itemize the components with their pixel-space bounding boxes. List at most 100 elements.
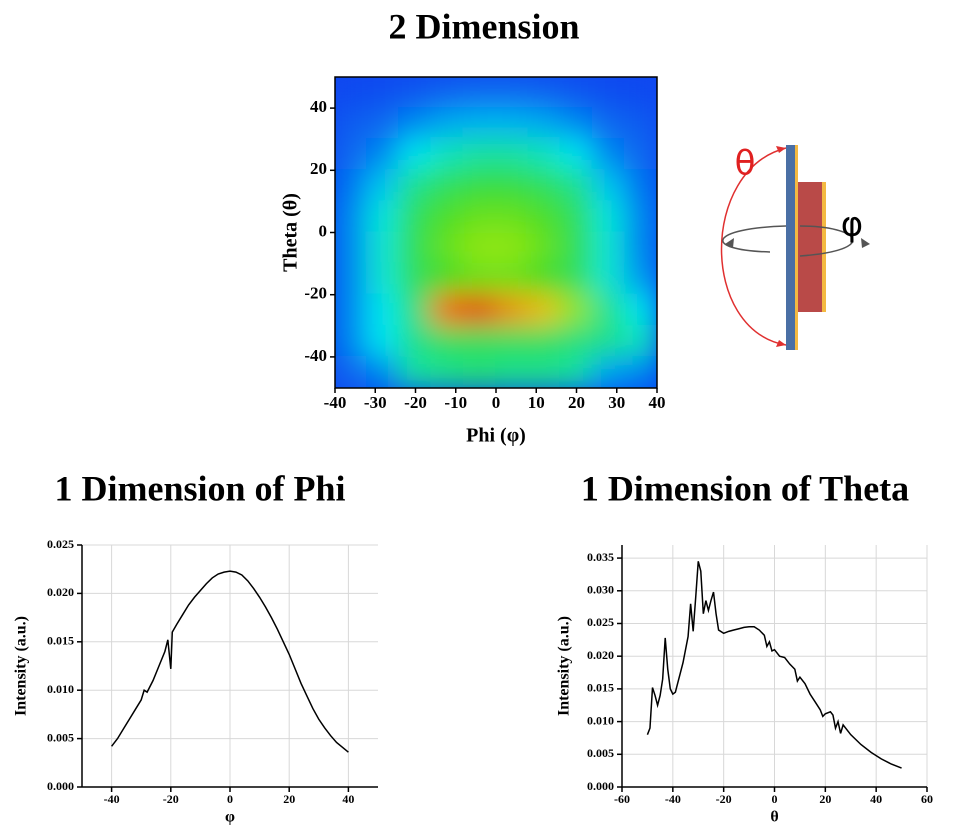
y-tick-label: 0.000	[47, 779, 74, 793]
heatmap-cell	[366, 293, 401, 327]
line-series	[646, 561, 902, 769]
heatmap-cell	[527, 77, 562, 110]
heatmap-cell	[430, 169, 465, 203]
heatmap-cells	[335, 77, 657, 388]
x-axis-label: θ	[770, 809, 778, 826]
heatmap-cell	[495, 231, 530, 265]
heatmap-cell	[495, 77, 530, 110]
x-tick-label: 0	[227, 792, 233, 806]
x-tick-label: 20	[283, 792, 295, 806]
heatmap-cell	[366, 262, 401, 296]
y-axis-label: Theta (θ)	[280, 193, 302, 272]
y-tick-label: 0.000	[587, 779, 614, 793]
heatmap-cell	[559, 138, 594, 172]
heatmap-cell	[591, 324, 626, 358]
heatmap-cell	[623, 324, 657, 358]
y-tick-label: 0.025	[47, 537, 74, 551]
x-tick-label: -30	[364, 393, 387, 412]
heatmap-cell	[591, 231, 626, 265]
heatmap-cell	[623, 138, 657, 172]
x-tick-label: 40	[870, 792, 882, 806]
heatmap-cell	[366, 324, 401, 358]
heatmap-cell	[623, 355, 657, 388]
heatmap-cell	[398, 169, 433, 203]
heatmap-cell	[335, 355, 369, 388]
heatmap-cell	[366, 138, 401, 172]
heatmap-cell	[527, 200, 562, 234]
y-tick-label: -40	[304, 346, 327, 365]
heatmap-cell	[430, 138, 465, 172]
y-tick-label: 0.020	[47, 585, 74, 599]
x-tick-label: -20	[716, 792, 732, 806]
y-tick-label: 0.035	[587, 550, 614, 564]
x-tick-label: 30	[608, 393, 625, 412]
x-tick-label: -10	[444, 393, 467, 412]
heatmap-cell	[398, 262, 433, 296]
heatmap-cell	[623, 262, 657, 296]
heatmap-cell	[398, 77, 433, 110]
heatmap-cell	[591, 169, 626, 203]
heatmap-cell	[527, 262, 562, 296]
heatmap-cell	[430, 231, 465, 265]
heatmap-cell	[527, 324, 562, 358]
heatmap-cell	[462, 107, 497, 141]
heatmap-cell	[462, 169, 497, 203]
heatmap-cell	[430, 200, 465, 234]
y-tick-label: 0.015	[47, 634, 74, 648]
x-tick-label: 40	[649, 393, 666, 412]
y-tick-label: 0.025	[587, 615, 614, 629]
heatmap-cell	[591, 262, 626, 296]
x-axis-label: φ	[225, 809, 235, 826]
heatmap-cell	[335, 324, 369, 358]
heatmap-cell	[527, 293, 562, 327]
y-tick-label: -20	[304, 284, 327, 303]
heatmap-cell	[591, 138, 626, 172]
annotation: θ	[735, 144, 756, 184]
heatmap-cell	[591, 293, 626, 327]
chart-title: 1 Dimension of Theta	[581, 468, 909, 508]
heatmap-cell	[462, 355, 497, 388]
sample-diagram	[720, 145, 870, 350]
x-tick-label: -20	[404, 393, 427, 412]
heatmap-cell	[462, 293, 497, 327]
heatmap-cell	[559, 355, 594, 388]
heatmap-cell	[559, 200, 594, 234]
y-tick-label: 0.030	[587, 583, 614, 597]
heatmap-cell	[623, 200, 657, 234]
x-tick-label: 20	[819, 792, 831, 806]
y-tick-label: 20	[310, 159, 327, 178]
y-tick-label: 0.005	[587, 746, 614, 760]
heatmap-cell	[527, 231, 562, 265]
heatmap-cell	[559, 231, 594, 265]
heatmap-cell	[495, 138, 530, 172]
heatmap-cell	[430, 77, 465, 110]
x-axis-label: Phi (φ)	[466, 425, 526, 447]
heatmap-cell	[462, 231, 497, 265]
x-tick-label: -60	[614, 792, 630, 806]
x-tick-label: 60	[921, 792, 933, 806]
heatmap-cell	[559, 107, 594, 141]
heatmap-cell	[366, 355, 401, 388]
heatmap-cell	[430, 324, 465, 358]
heatmap-cell	[559, 262, 594, 296]
heatmap-cell	[527, 355, 562, 388]
heatmap-cell	[366, 77, 401, 110]
heatmap-cell	[430, 293, 465, 327]
x-tick-label: 40	[342, 792, 354, 806]
annotation: φ	[841, 205, 863, 245]
heatmap-cell	[591, 200, 626, 234]
heatmap-cell	[495, 169, 530, 203]
heatmap-cell	[623, 293, 657, 327]
heatmap-cell	[462, 262, 497, 296]
y-tick-label: 0.020	[587, 648, 614, 662]
y-tick-label: 40	[310, 97, 327, 116]
heatmap-cell	[495, 293, 530, 327]
heatmap-cell	[335, 262, 369, 296]
heatmap-cell	[559, 293, 594, 327]
x-tick-label: -40	[665, 792, 681, 806]
x-tick-label: -40	[104, 792, 120, 806]
heatmap-cell	[335, 293, 369, 327]
heatmap-cell	[623, 169, 657, 203]
heatmap-cell	[462, 77, 497, 110]
